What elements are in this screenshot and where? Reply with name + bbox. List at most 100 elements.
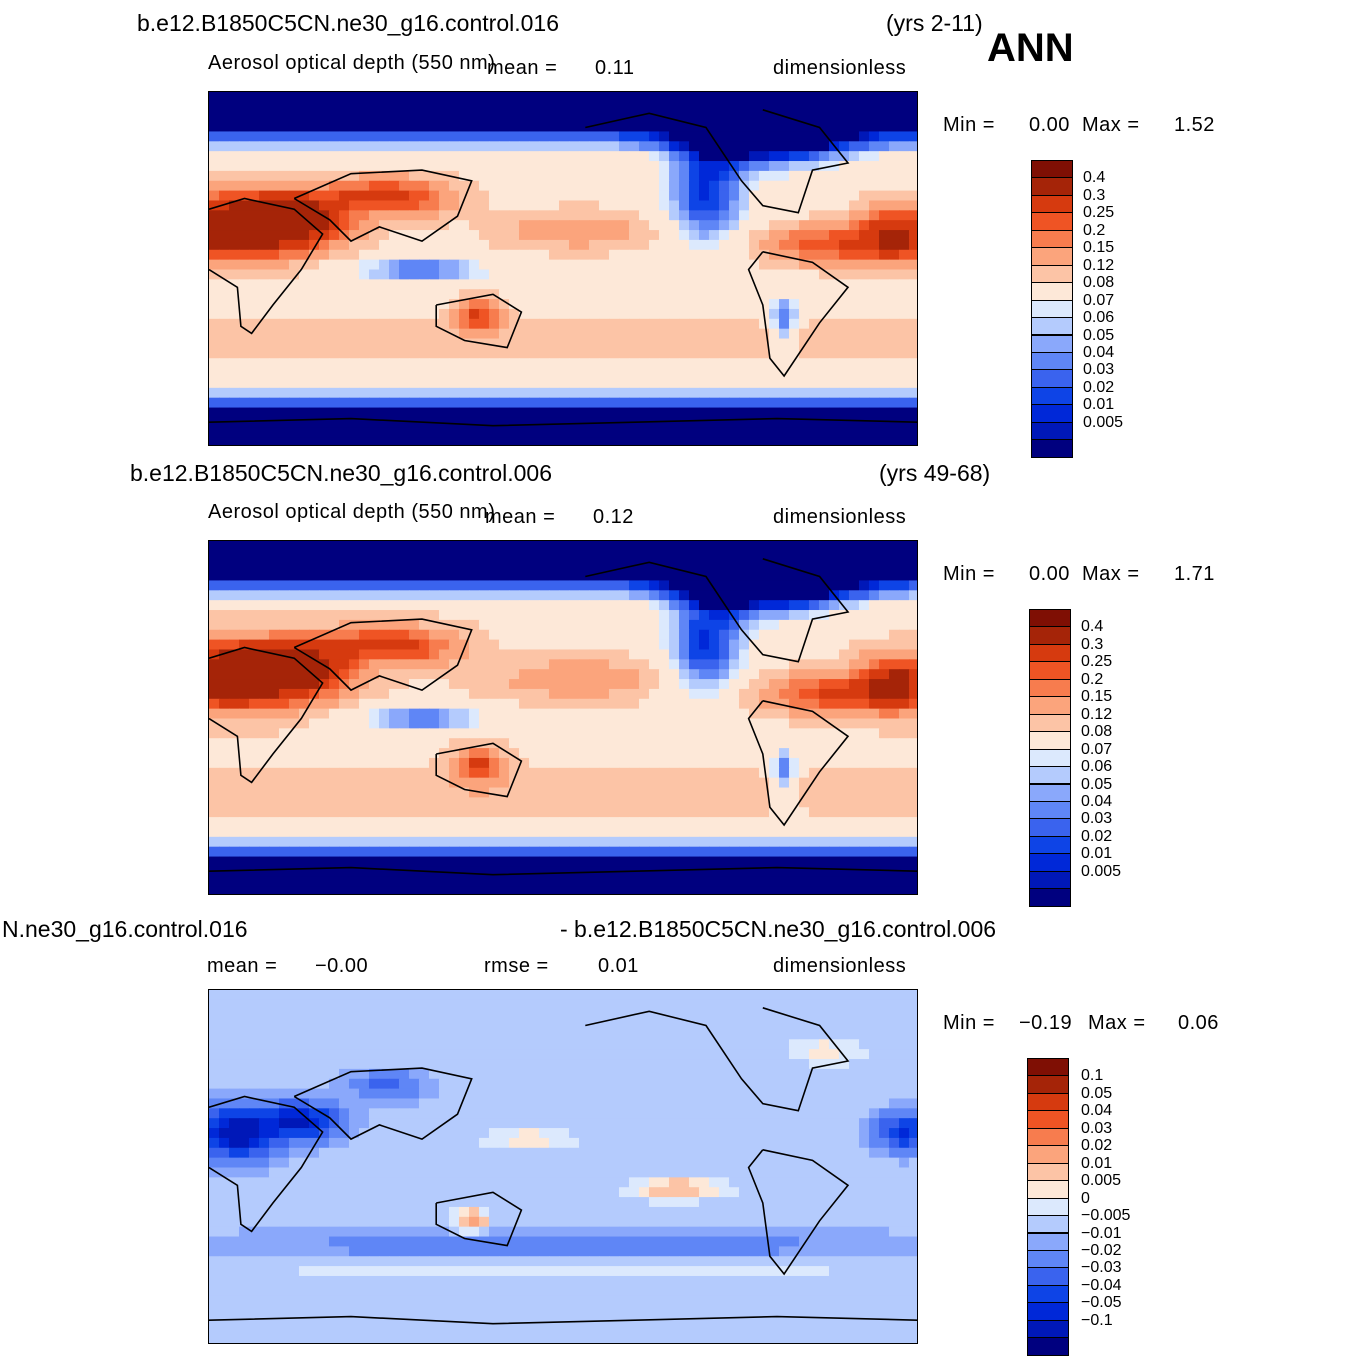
map-cell: [449, 239, 460, 251]
map-cell: [219, 358, 230, 369]
panel1-units: dimensionless: [773, 57, 907, 79]
map-cell: [269, 151, 280, 162]
map-cell: [869, 230, 880, 241]
map-cell: [209, 368, 220, 379]
map-cell: [649, 279, 660, 290]
map-cell: [639, 748, 650, 759]
map-cell: [259, 748, 270, 759]
map-cell: [299, 397, 310, 409]
map-cell: [389, 619, 400, 631]
map-cell: [549, 718, 560, 729]
map-cell: [259, 826, 270, 838]
map-cell: [239, 328, 250, 340]
map-cell: [679, 708, 690, 720]
map-cell: [789, 377, 800, 389]
map-cell: [239, 629, 250, 641]
map-cell: [739, 698, 750, 710]
map-cell: [449, 279, 460, 290]
map-cell: [789, 210, 800, 221]
map-cell: [439, 348, 450, 359]
map-cell: [619, 249, 630, 261]
map-cell: [509, 649, 520, 660]
map-cell: [249, 757, 260, 769]
map-cell: [229, 387, 240, 399]
map-cell: [279, 220, 290, 231]
map-cell: [369, 777, 380, 789]
map-cell: [229, 239, 240, 251]
map-cell: [689, 111, 700, 123]
map-cell: [389, 200, 400, 211]
map-cell: [799, 348, 810, 359]
map-cell: [429, 121, 440, 133]
map-cell: [469, 728, 480, 739]
map-cell: [619, 679, 630, 690]
map-cell: [629, 649, 640, 660]
map-cell: [389, 629, 400, 641]
map-cell: [639, 698, 650, 710]
map-cell: [759, 669, 770, 680]
map-cell: [249, 649, 260, 660]
map-cell: [489, 688, 500, 700]
map-cell: [779, 210, 790, 221]
map-cell: [679, 269, 690, 280]
map-cell: [369, 629, 380, 641]
map-cell: [719, 757, 730, 769]
map-cell: [219, 580, 230, 591]
map-cell: [219, 387, 230, 399]
map-cell: [859, 368, 870, 379]
map-cell: [799, 679, 810, 690]
map-cell: [599, 777, 610, 789]
map-cell: [569, 387, 580, 399]
map-cell: [699, 210, 710, 221]
map-cell: [829, 121, 840, 133]
map-cell: [679, 131, 690, 142]
map-cell: [279, 289, 290, 300]
map-cell: [829, 856, 840, 868]
map-cell: [669, 619, 680, 631]
map-cell: [499, 846, 510, 858]
map-cell: [899, 688, 910, 700]
map-cell: [359, 141, 370, 152]
map-cell: [839, 220, 850, 231]
map-cell: [739, 407, 750, 419]
map-cell: [899, 590, 910, 601]
map-cell: [859, 807, 870, 818]
map-cell: [499, 397, 510, 409]
map-cell: [509, 698, 520, 710]
map-cell: [339, 797, 350, 808]
map-cell: [399, 180, 410, 192]
map-cell: [539, 358, 550, 369]
map-cell: [229, 141, 240, 152]
map-cell: [299, 541, 310, 552]
map-cell: [619, 560, 630, 572]
map-cell: [259, 698, 270, 710]
map-cell: [439, 437, 450, 445]
map-cell: [379, 698, 390, 710]
map-cell: [309, 550, 320, 562]
map-cell: [599, 210, 610, 221]
map-cell: [319, 846, 330, 858]
map-cell: [459, 856, 470, 868]
map-cell: [459, 308, 470, 320]
map-cell: [819, 348, 830, 359]
map-cell: [869, 407, 880, 419]
map-cell: [489, 639, 500, 651]
map-cell: [409, 328, 420, 340]
map-cell: [389, 437, 400, 445]
map-cell: [619, 170, 630, 182]
map-cell: [239, 610, 250, 621]
map-cell: [459, 151, 470, 162]
map-cell: [559, 437, 570, 445]
map-cell: [279, 570, 290, 582]
map-cell: [889, 817, 900, 828]
map-cell: [819, 797, 830, 808]
map-cell: [449, 180, 460, 192]
map-cell: [449, 649, 460, 660]
map-cell: [789, 560, 800, 572]
map-cell: [869, 541, 880, 552]
map-cell: [469, 417, 480, 428]
map-cell: [379, 708, 390, 720]
map-cell: [229, 629, 240, 641]
map-cell: [449, 570, 460, 582]
map-cell: [799, 560, 810, 572]
